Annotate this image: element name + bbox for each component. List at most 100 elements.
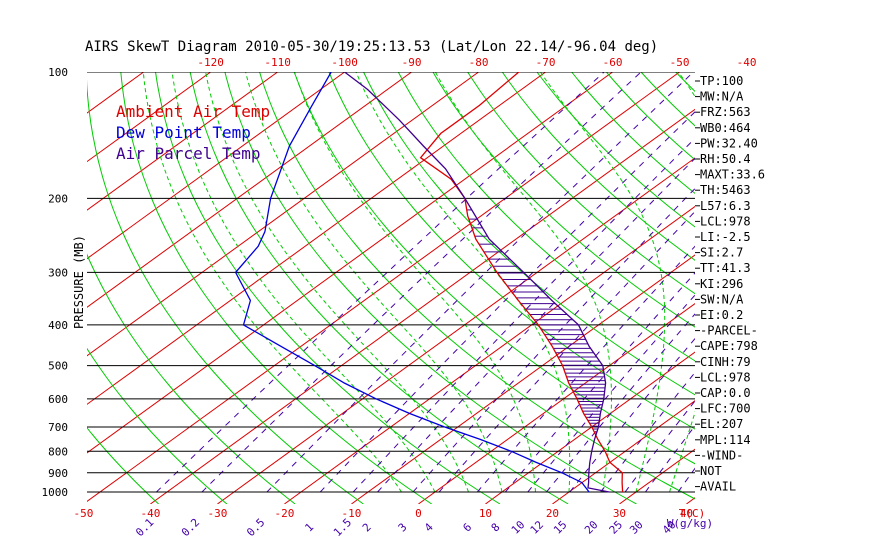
moist-adiabat-line bbox=[142, 72, 402, 493]
legend-entry-ambient-air-temp: Ambient Air Temp bbox=[116, 102, 270, 121]
isotherm-line bbox=[87, 72, 211, 163]
stability-index-entry: AVAIL bbox=[700, 480, 736, 494]
stability-index-entry: TP:100 bbox=[700, 74, 743, 88]
stability-index-entry: LI:-2.5 bbox=[700, 230, 751, 244]
stability-index-entry: MPL:114 bbox=[700, 433, 751, 447]
stability-index-entry: -PARCEL- bbox=[700, 324, 758, 338]
isotherm-line bbox=[0, 72, 77, 504]
mixing-ratio-tick-label: 0.2 bbox=[179, 516, 202, 539]
isotherm-line bbox=[485, 351, 695, 504]
stability-index-entry: TH:5463 bbox=[700, 183, 751, 197]
stability-index-entry: EL:207 bbox=[700, 417, 743, 431]
mixing-ratio-tick-label: 1 bbox=[302, 521, 316, 535]
moist-adiabat-line bbox=[294, 72, 536, 493]
dry-adiabat-line bbox=[293, 72, 695, 465]
legend: Ambient Air Temp Dew Point Temp Air Parc… bbox=[116, 102, 270, 163]
bottom-temp-tick-label: -30 bbox=[208, 507, 228, 520]
mixing-ratio-tick-label: 8 bbox=[489, 521, 503, 535]
mixing-ratio-line bbox=[546, 313, 695, 493]
stability-index-entry: CAP:0.0 bbox=[700, 386, 751, 400]
dry-adiabat-line bbox=[120, 72, 432, 504]
air-parcel-temp-line bbox=[344, 72, 610, 493]
stability-index-entry: FRZ:563 bbox=[700, 105, 751, 119]
mixing-ratio-tick-label: 25 bbox=[607, 518, 626, 537]
top-temp-tick-label: -40 bbox=[737, 56, 757, 69]
pressure-tick-label: 300 bbox=[48, 266, 68, 279]
legend-entry-dew-point-temp: Dew Point Temp bbox=[116, 123, 251, 142]
mixing-ratio-line bbox=[266, 72, 694, 493]
stability-index-entry: L57:6.3 bbox=[700, 199, 751, 213]
isotherm-line bbox=[217, 157, 695, 504]
mixing-ratio-line bbox=[505, 272, 695, 493]
top-temp-tick-label: -60 bbox=[603, 56, 623, 69]
isotherm-line bbox=[753, 72, 870, 504]
mixing-ratio-line bbox=[527, 294, 695, 493]
isotherm-line bbox=[87, 72, 412, 308]
stability-index-entry: CINH:79 bbox=[700, 355, 751, 369]
ambient-air-temp-line bbox=[419, 72, 624, 493]
profile-lines bbox=[234, 72, 624, 493]
pressure-tick-label: 700 bbox=[48, 421, 68, 434]
top-temp-tick-label: -120 bbox=[197, 56, 224, 69]
dry-adiabat-line bbox=[745, 72, 870, 504]
stability-index-entry: LCL:978 bbox=[700, 214, 751, 228]
stability-index-entry: SI:2.7 bbox=[700, 246, 743, 260]
dry-adiabat-line bbox=[397, 72, 695, 362]
dry-adiabat-line bbox=[224, 72, 637, 504]
mixing-ratio-line bbox=[352, 137, 695, 493]
stability-index-entry: LFC:700 bbox=[700, 402, 751, 416]
moist-adiabat-line bbox=[434, 72, 612, 493]
top-temp-tick-label: -100 bbox=[331, 56, 358, 69]
bottom-temp-tick-label: 0 bbox=[415, 507, 422, 520]
stability-index-entry: -WIND- bbox=[700, 448, 743, 462]
pressure-tick-label: 200 bbox=[48, 192, 68, 205]
mixing-ratio-tick-label: 3 bbox=[396, 521, 410, 535]
y-axis-label: PRESSURE (MB) bbox=[72, 235, 86, 329]
top-temp-tick-label: -50 bbox=[670, 56, 690, 69]
bottom-temp-tick-label: 30 bbox=[613, 507, 626, 520]
dry-adiabat-line bbox=[155, 72, 501, 504]
pressure-tick-label: 900 bbox=[48, 467, 68, 480]
isotherm-line bbox=[351, 254, 695, 504]
dry-adiabat-line bbox=[189, 72, 569, 504]
moist-adiabat-line bbox=[245, 72, 503, 493]
dry-adiabat-line bbox=[536, 72, 695, 228]
mixing-ratio-tick-label: 0.5 bbox=[244, 516, 267, 539]
dry-adiabat-line bbox=[259, 72, 695, 500]
mixing-ratio-line bbox=[624, 400, 695, 493]
dry-adiabat-line bbox=[87, 427, 159, 504]
moist-adiabat-line bbox=[171, 72, 436, 493]
dry-adiabat-line bbox=[363, 72, 695, 396]
stability-index-entry: NOT bbox=[700, 464, 722, 478]
mixing-ratio-line bbox=[377, 157, 695, 493]
bottom-temp-tick-label: -10 bbox=[342, 507, 362, 520]
bottom-temp-tick-label: -40 bbox=[141, 507, 161, 520]
top-temp-tick-label: -80 bbox=[469, 56, 489, 69]
cape-hatching bbox=[465, 199, 606, 436]
chart-title: AIRS SkewT Diagram 2010-05-30/19:25:13.5… bbox=[85, 39, 658, 55]
mixing-ratio-line bbox=[156, 72, 605, 493]
stability-index-entry: SW:N/A bbox=[700, 292, 744, 306]
mixing-ratio-line bbox=[645, 425, 695, 493]
mixing-ratio-line bbox=[201, 72, 642, 493]
stability-index-entry: EI:0.2 bbox=[700, 308, 743, 322]
top-temp-tick-label: -90 bbox=[402, 56, 422, 69]
moist-adiabat-line bbox=[539, 72, 666, 493]
dew-point-temp-line bbox=[234, 72, 590, 493]
pressure-tick-label: 500 bbox=[48, 360, 68, 373]
mixing-ratio-tick-label: 12 bbox=[528, 518, 547, 537]
stability-index-entry: PW:32.40 bbox=[700, 136, 758, 150]
stability-index-entry: RH:50.4 bbox=[700, 152, 751, 166]
dry-adiabat-line bbox=[571, 72, 695, 195]
legend-entry-air-parcel-temp: Air Parcel Temp bbox=[116, 144, 261, 163]
stability-index-entry: LCL:978 bbox=[700, 370, 751, 384]
dry-adiabat-line bbox=[467, 72, 695, 295]
mixing-ratio-tick-label: 30 bbox=[627, 518, 646, 537]
top-temp-tick-label: -110 bbox=[264, 56, 291, 69]
mixing-ratio-line bbox=[412, 187, 695, 493]
mixing-ratio-line bbox=[476, 245, 695, 493]
mixing-ratio-tick-label: 20 bbox=[582, 518, 601, 537]
top-temp-tick-label: -70 bbox=[536, 56, 556, 69]
